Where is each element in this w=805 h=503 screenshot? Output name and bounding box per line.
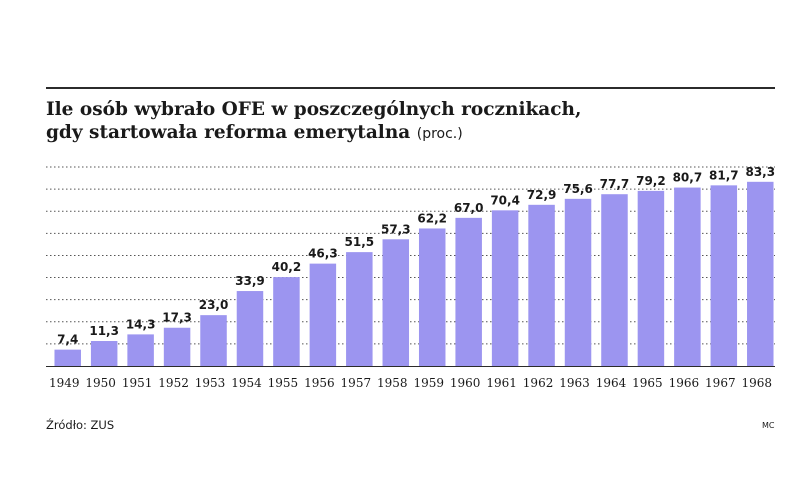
x-tick-label: 1956 [304,376,335,390]
bar [236,291,264,366]
x-tick-label: 1959 [413,376,444,390]
source-note: Źródło: ZUS [46,418,115,432]
bar [418,228,446,366]
bar [200,315,227,366]
x-tick-label: 1960 [450,376,481,390]
x-tick-label: 1957 [341,376,372,390]
title-line-2: gdy startowała reforma emerytalna [46,122,411,143]
value-label: 62,2 [417,211,447,225]
value-label: 57,3 [381,222,411,236]
value-labels: 7,4 11,3 14,3 17,3 23,0 33,9 40,2 46,3 51,5 57,3 6… [57,165,775,347]
bar [637,190,665,366]
bar [564,198,592,366]
value-label: 75,6 [563,182,593,196]
bar [528,204,555,366]
x-tick-label: 1952 [158,376,189,390]
author-signature: MC [762,421,775,430]
value-label: 67,0 [454,201,484,215]
bar [127,334,154,366]
x-tick-labels: 1949 1950 1951 1952 1953 1954 1955 1956 1957 1958… [49,376,772,390]
value-label: 40,2 [272,260,302,274]
x-tick-label: 1968 [742,376,773,390]
value-label: 72,9 [527,188,557,202]
bar [346,252,373,366]
x-tick-label: 1949 [49,376,80,390]
x-tick-label: 1964 [596,376,627,390]
x-tick-label: 1961 [486,376,517,390]
x-tick-label: 1967 [705,376,736,390]
x-tick-label: 1955 [268,376,299,390]
value-label: 14,3 [126,317,156,331]
bar [747,181,774,366]
bar [309,263,337,366]
bar [601,194,628,366]
title-unit: (proc.) [416,126,463,142]
value-label: 79,2 [636,174,666,188]
value-label: 33,9 [235,274,265,288]
bar [163,327,191,366]
x-tick-label: 1962 [523,376,554,390]
x-tick-label: 1953 [195,376,226,390]
bar [54,349,81,366]
title-line-1: Ile osób wybrało OFE w poszczególnych ro… [46,99,582,120]
x-tick-label: 1958 [377,376,408,390]
value-label: 46,3 [308,247,338,261]
bar [455,217,482,366]
value-label: 17,3 [162,311,192,325]
value-label: 81,7 [709,168,739,182]
chart-title: Ile osób wybrało OFE w poszczególnych ro… [46,98,786,146]
value-label: 23,0 [199,298,229,312]
value-label: 7,4 [57,333,78,347]
x-tick-label: 1963 [559,376,590,390]
bar [491,210,519,366]
value-label: 80,7 [673,171,703,185]
value-label: 83,3 [745,165,775,179]
bars [54,181,774,366]
value-label: 70,4 [490,193,520,207]
x-tick-label: 1950 [85,376,116,390]
value-label: 51,5 [345,235,375,249]
x-tick-label: 1965 [632,376,663,390]
bar [382,239,410,366]
value-label: 11,3 [89,324,119,338]
bar [710,185,738,366]
x-tick-label: 1951 [122,376,153,390]
x-tick-label: 1966 [669,376,700,390]
bar [273,277,300,366]
top-rule [46,87,775,89]
bar [674,187,701,366]
value-label: 77,7 [600,177,630,191]
bar [90,341,118,366]
x-tick-label: 1954 [231,376,262,390]
